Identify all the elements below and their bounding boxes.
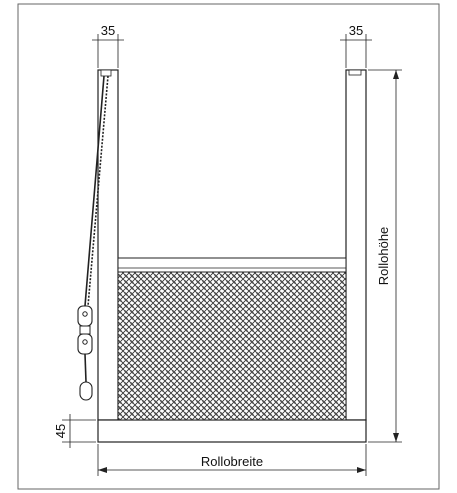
dimension-right-post-width: 35	[340, 23, 372, 68]
bottom-rail	[97, 419, 367, 443]
dimension-roll-height: Rollohöhe	[368, 69, 402, 443]
mesh-panel	[117, 271, 347, 421]
right-post-width-label: 35	[349, 23, 363, 38]
roll-height-label: Rollohöhe	[376, 227, 391, 286]
cord-handle-icon	[77, 305, 93, 401]
dimension-left-post-width: 35	[92, 23, 124, 68]
left-post	[97, 69, 119, 421]
mesh-top-bar	[117, 257, 347, 273]
chain-cord	[84, 75, 109, 383]
bottom-height-label: 45	[53, 424, 68, 438]
dimension-bottom-height: 45	[53, 414, 96, 448]
right-post	[345, 69, 367, 421]
dimension-roll-width: Rollobreite	[97, 444, 367, 476]
left-post-width-label: 35	[101, 23, 115, 38]
page-border	[17, 3, 440, 490]
roll-width-label: Rollobreite	[201, 454, 263, 469]
